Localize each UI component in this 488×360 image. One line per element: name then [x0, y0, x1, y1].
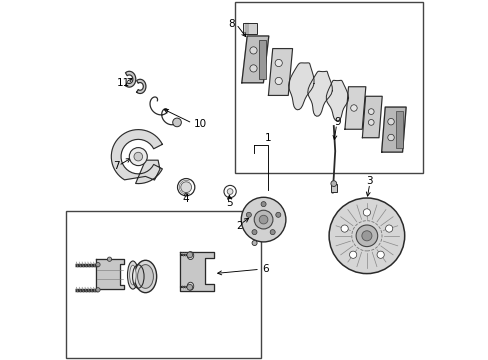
Circle shape — [376, 251, 384, 258]
Polygon shape — [136, 79, 145, 94]
Circle shape — [355, 225, 377, 247]
Circle shape — [134, 152, 142, 161]
Circle shape — [186, 252, 192, 258]
Circle shape — [328, 198, 404, 274]
Circle shape — [251, 230, 257, 235]
Circle shape — [261, 202, 265, 207]
Ellipse shape — [187, 282, 193, 290]
Circle shape — [259, 215, 267, 224]
Polygon shape — [125, 71, 136, 87]
Circle shape — [387, 118, 393, 125]
Circle shape — [349, 251, 356, 258]
Circle shape — [246, 212, 251, 217]
Polygon shape — [96, 259, 123, 289]
Circle shape — [172, 118, 181, 127]
Ellipse shape — [127, 261, 138, 289]
Text: 9: 9 — [333, 117, 340, 127]
Circle shape — [227, 189, 232, 194]
Circle shape — [340, 225, 347, 232]
Bar — [258, 40, 265, 79]
Ellipse shape — [137, 265, 153, 288]
Text: 8: 8 — [228, 19, 234, 29]
Polygon shape — [325, 80, 348, 121]
Text: 11: 11 — [116, 78, 129, 88]
Text: 6: 6 — [261, 264, 268, 274]
Ellipse shape — [187, 252, 193, 260]
Polygon shape — [307, 71, 332, 116]
Circle shape — [129, 148, 147, 166]
Bar — [235, 2, 422, 173]
Circle shape — [249, 47, 257, 54]
Polygon shape — [362, 96, 382, 138]
Text: 2: 2 — [235, 221, 242, 231]
Circle shape — [186, 284, 192, 290]
Circle shape — [181, 182, 191, 193]
Circle shape — [269, 230, 275, 235]
Circle shape — [361, 231, 371, 241]
Text: 10: 10 — [193, 119, 206, 129]
Ellipse shape — [134, 260, 156, 293]
Bar — [330, 184, 337, 192]
Polygon shape — [268, 49, 292, 95]
Circle shape — [387, 134, 393, 141]
Polygon shape — [288, 63, 313, 110]
Circle shape — [249, 65, 257, 72]
Circle shape — [254, 210, 272, 229]
Polygon shape — [179, 252, 213, 291]
Circle shape — [367, 109, 373, 114]
Polygon shape — [344, 87, 365, 129]
Bar — [243, 23, 257, 34]
Polygon shape — [111, 130, 162, 184]
Circle shape — [107, 257, 111, 261]
Circle shape — [367, 120, 373, 125]
Polygon shape — [241, 36, 268, 83]
Circle shape — [275, 77, 282, 85]
Text: 7: 7 — [113, 161, 120, 171]
Text: 3: 3 — [366, 176, 372, 186]
Ellipse shape — [129, 265, 136, 285]
Text: 5: 5 — [225, 198, 232, 208]
Bar — [395, 111, 402, 148]
Circle shape — [275, 59, 282, 67]
Circle shape — [275, 212, 280, 217]
Polygon shape — [381, 107, 406, 152]
Circle shape — [96, 262, 100, 267]
Text: 4: 4 — [183, 194, 189, 204]
Circle shape — [350, 105, 356, 111]
Bar — [66, 211, 260, 358]
Circle shape — [330, 181, 336, 186]
Circle shape — [96, 288, 100, 292]
Circle shape — [385, 225, 392, 232]
Circle shape — [251, 240, 257, 246]
Circle shape — [363, 209, 370, 216]
Circle shape — [241, 197, 285, 242]
Text: 1: 1 — [264, 132, 271, 143]
